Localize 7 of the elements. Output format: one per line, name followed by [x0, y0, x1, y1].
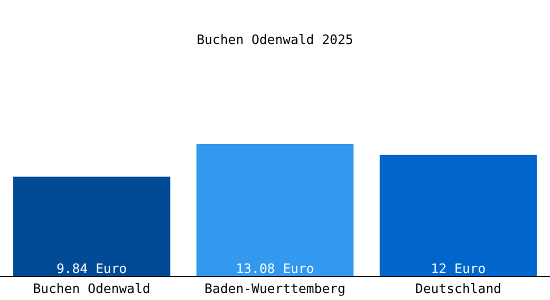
chart-title: Buchen Odenwald 2025	[196, 33, 354, 48]
data-label: 12 Euro	[430, 262, 486, 277]
x-tick-label: Buchen Odenwald	[32, 282, 150, 297]
data-label: 9.84 Euro	[56, 262, 127, 277]
x-tick-label: Baden-Wuerttemberg	[204, 282, 346, 297]
x-tick-label: Deutschland	[415, 282, 502, 297]
data-label: 13.08 Euro	[236, 262, 314, 277]
